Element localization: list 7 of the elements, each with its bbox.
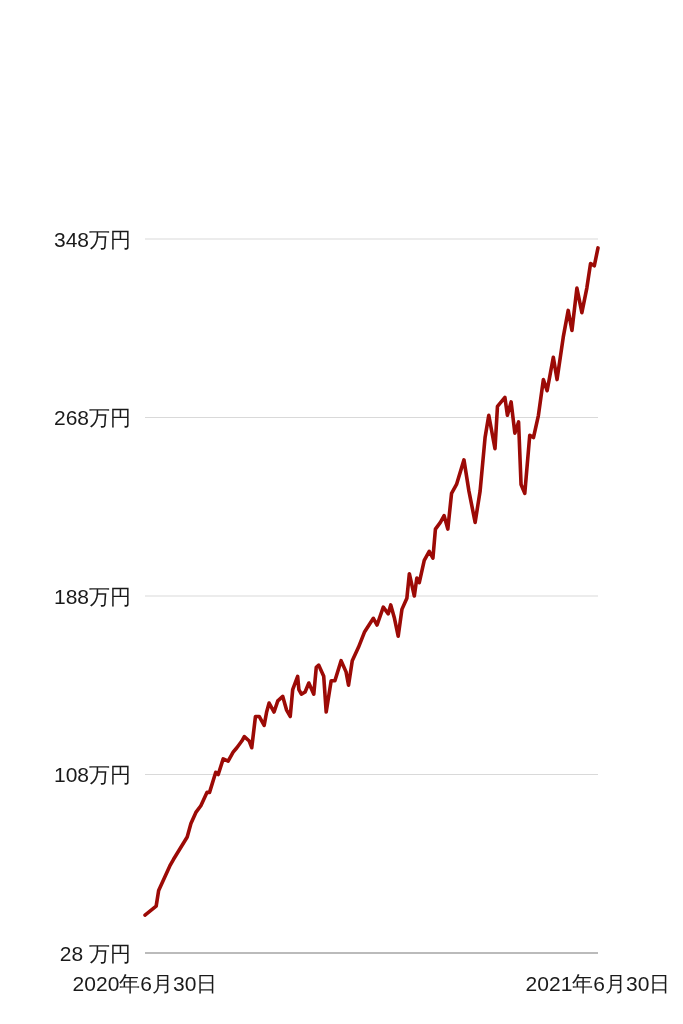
y-tick-label: 348万円 — [53, 227, 131, 251]
y-tick-label: 268万円 — [53, 406, 131, 429]
y-tick-label: 188万円 — [53, 584, 131, 608]
x-tick-label: 2020年6月30日 — [72, 972, 218, 995]
x-tick-label: 2021年6月30日 — [525, 972, 671, 995]
y-tick-label: 108万円 — [53, 763, 131, 786]
y-tick-label: 28 万円 — [59, 941, 131, 965]
